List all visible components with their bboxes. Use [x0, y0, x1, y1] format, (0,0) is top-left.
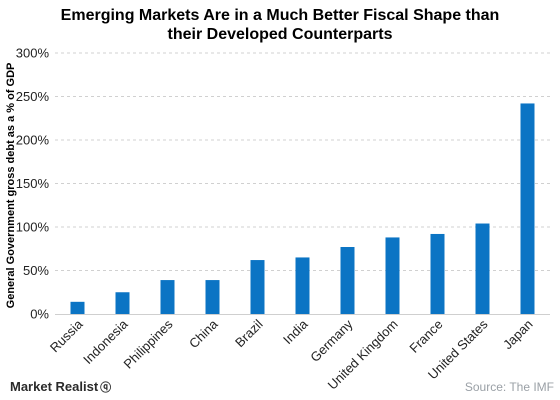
y-axis-label: General Government gross debt as a % of …: [5, 63, 17, 309]
bar: [295, 257, 310, 314]
bar: [205, 280, 220, 314]
bar: [250, 260, 265, 314]
bar: [520, 103, 535, 315]
bars: [70, 103, 535, 315]
x-tick-label: France: [406, 317, 445, 356]
y-tick-label: 150%: [16, 176, 50, 191]
x-tick-label: Philippines: [121, 316, 176, 371]
brand-name: Market Realist: [10, 379, 99, 394]
y-tick-label: 0%: [30, 307, 49, 322]
x-tick-label: Japan: [500, 317, 536, 353]
x-tick-label: Russia: [47, 316, 86, 355]
brand-mark-icon: ⓠ: [100, 382, 112, 394]
chart-title-line-1: Emerging Markets Are in a Much Better Fi…: [60, 7, 500, 24]
y-tick-label: 200%: [16, 133, 50, 148]
bar: [385, 237, 400, 314]
chart-title-line-2: their Developed Counterparts: [167, 26, 393, 43]
y-tick-label: 300%: [16, 46, 50, 61]
x-tick-label: Brazil: [232, 316, 266, 350]
x-tick-label: China: [186, 316, 221, 351]
bar: [340, 247, 355, 314]
brand-logo: Market Realist ⓠ: [10, 379, 111, 395]
bar: [70, 301, 85, 314]
bar: [160, 280, 175, 314]
source-note: Source: The IMF: [464, 380, 554, 394]
y-tick-label: 100%: [16, 220, 50, 235]
bar: [475, 223, 490, 314]
x-tick-label: India: [280, 316, 311, 347]
y-tick-label: 50%: [23, 263, 49, 278]
y-tick-labels: 0% 50% 100% 150% 200% 250% 300%: [16, 46, 50, 322]
bar: [115, 292, 130, 314]
y-tick-label: 250%: [16, 89, 50, 104]
bar: [430, 233, 445, 314]
